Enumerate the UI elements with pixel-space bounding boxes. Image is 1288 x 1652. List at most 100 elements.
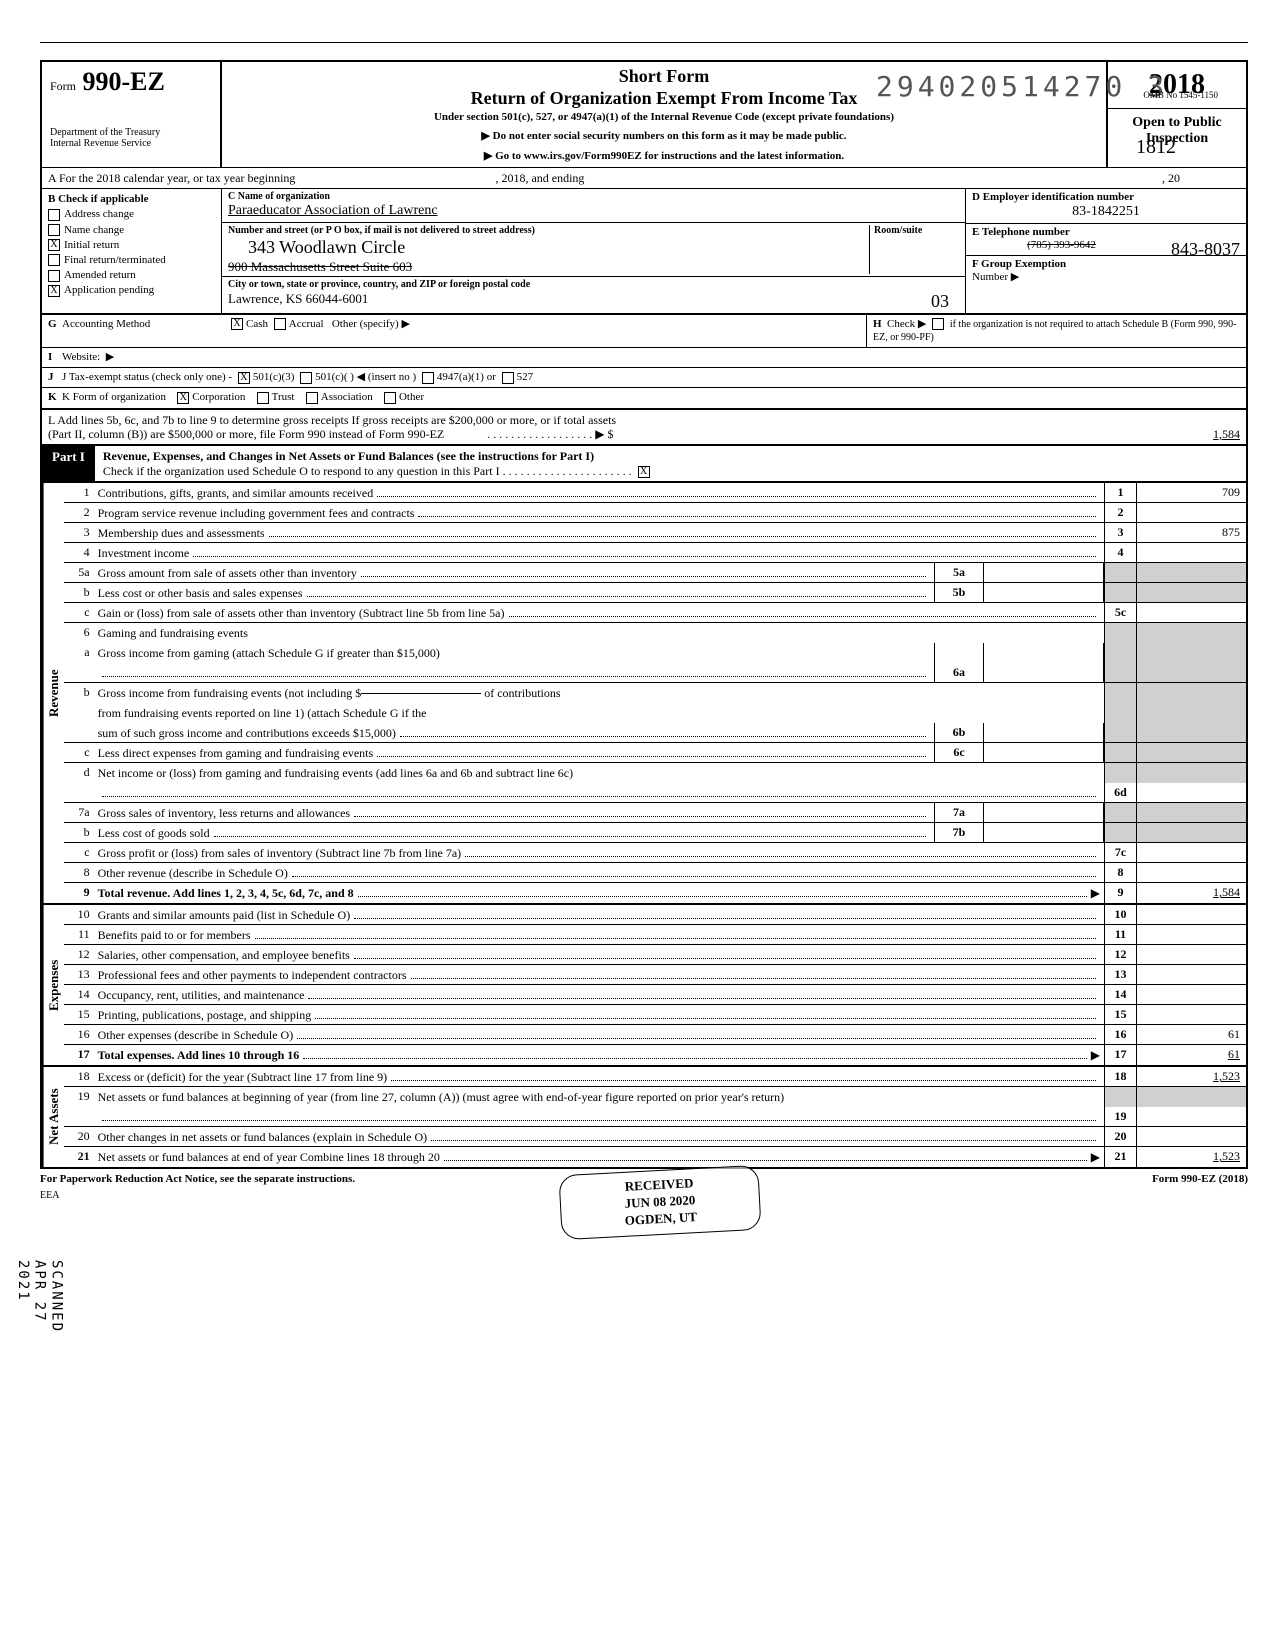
footer-left: For Paperwork Reduction Act Notice, see …	[40, 1173, 355, 1186]
title-return: Return of Organization Exempt From Incom…	[232, 88, 1096, 110]
received-stamp: RECEIVED JUN 08 2020 OGDEN, UT	[558, 1165, 761, 1240]
chk-association[interactable]	[306, 392, 318, 404]
col-c: C Name of organization Paraeducator Asso…	[222, 189, 966, 313]
revenue-section: Revenue 1Contributions, gifts, grants, a…	[40, 483, 1248, 905]
footer-right: Form 990-EZ (2018)	[1152, 1173, 1248, 1186]
header-grid: B Check if applicable Address change Nam…	[40, 189, 1248, 315]
val-4	[1136, 543, 1246, 562]
val-10	[1136, 905, 1246, 924]
e-phone-hand: 843-8037	[1171, 239, 1240, 261]
l-line1: L Add lines 5b, 6c, and 7b to line 9 to …	[48, 413, 1240, 427]
omb-number: OMB No 1545-1150	[1143, 90, 1218, 101]
chk-accrual[interactable]	[274, 318, 286, 330]
expenses-section: Expenses 10Grants and similar amounts pa…	[40, 905, 1248, 1067]
col-b-checks: B Check if applicable Address change Nam…	[42, 189, 222, 313]
chk-name-change[interactable]: Name change	[48, 224, 215, 237]
val-3: 875	[1136, 523, 1246, 542]
hand-1812: 1812	[1136, 135, 1176, 159]
cal-mid: , 2018, and ending	[495, 171, 584, 185]
val-18: 1,523	[1136, 1067, 1246, 1086]
room-suite-label: Room/suite	[874, 225, 959, 237]
val-21: 1,523	[1136, 1147, 1246, 1167]
addr-handwritten: 343 Woodlawn Circle	[248, 237, 405, 259]
b-header: B Check if applicable	[48, 193, 215, 206]
val-17: 61	[1136, 1045, 1246, 1065]
chk-initial-return[interactable]: XInitial return	[48, 239, 215, 252]
chk-trust[interactable]	[257, 392, 269, 404]
val-9: 1,584	[1136, 883, 1246, 903]
c-addr-label: Number and street (or P O box, if mail i…	[228, 225, 869, 237]
chk-address-change[interactable]: Address change	[48, 208, 215, 221]
arrow-ssn: ▶ Do not enter social security numbers o…	[232, 130, 1096, 143]
chk-amended-return[interactable]: Amended return	[48, 269, 215, 282]
netassets-label: Net Assets	[42, 1067, 64, 1167]
header-row: Form 990-EZ Department of the Treasury I…	[40, 60, 1248, 167]
l-dots: . . . . . . . . . . . . . . . . . . ▶ $	[487, 427, 613, 441]
j-tax-exempt: JJ Tax-exempt status (check only one) - …	[42, 368, 1246, 387]
l-amount: 1,584	[1213, 427, 1240, 441]
l-line2: (Part II, column (B)) are $500,000 or mo…	[48, 427, 444, 441]
val-13	[1136, 965, 1246, 984]
part1-check-x[interactable]: X	[638, 466, 650, 478]
val-6d	[1136, 783, 1246, 802]
d-ein-label: D Employer identification number	[972, 191, 1240, 204]
expenses-label: Expenses	[42, 905, 64, 1065]
chk-schedule-b[interactable]	[932, 318, 944, 330]
netassets-section: Net Assets 18Excess or (deficit) for the…	[40, 1067, 1248, 1169]
form-page: 294020514270 3 OMB No 1545-1150 SCANNED …	[40, 60, 1248, 1202]
part1-title: Revenue, Expenses, and Changes in Net As…	[103, 449, 1238, 463]
chk-corporation[interactable]: X	[177, 392, 189, 404]
val-2	[1136, 503, 1246, 522]
chk-cash[interactable]: X	[231, 318, 243, 330]
val-19	[1136, 1107, 1246, 1126]
part1-badge: Part I	[42, 446, 95, 481]
top-rule	[40, 42, 1248, 43]
arrow-url: ▶ Go to www.irs.gov/Form990EZ for instru…	[232, 150, 1096, 163]
i-website: IWebsite: ▶	[42, 348, 222, 367]
open-to-public: Open to Public Inspection	[1108, 109, 1246, 155]
part1-header: Part I Revenue, Expenses, and Changes in…	[40, 446, 1248, 483]
subtitle: Under section 501(c), 527, or 4947(a)(1)…	[232, 111, 1096, 124]
k-form-org: KK Form of organization XCorporation Tru…	[42, 388, 1246, 407]
chk-application-pending[interactable]: XApplication pending	[48, 284, 215, 297]
c-name-label: C Name of organization	[228, 191, 959, 203]
chk-501c3[interactable]: X	[238, 372, 250, 384]
city-hand: 03	[931, 291, 949, 313]
g-options: XCash Accrual Other (specify) ▶	[222, 315, 866, 347]
revenue-label: Revenue	[42, 483, 64, 903]
chk-final-return[interactable]: Final return/terminated	[48, 254, 215, 267]
val-5c	[1136, 603, 1246, 622]
val-12	[1136, 945, 1246, 964]
val-16: 61	[1136, 1025, 1246, 1044]
form-prefix: Form	[50, 79, 76, 93]
dept-treasury: Department of the Treasury	[50, 127, 212, 138]
chk-4947[interactable]	[422, 372, 434, 384]
chk-other[interactable]	[384, 392, 396, 404]
e-phone-label: E Telephone number	[972, 226, 1240, 239]
form-number: 990-EZ	[83, 67, 165, 96]
i-website-val[interactable]	[222, 348, 866, 367]
f-group-label2: Number ▶	[972, 271, 1240, 284]
line-l: L Add lines 5b, 6c, and 7b to line 9 to …	[40, 410, 1248, 447]
cal-label: A For the 2018 calendar year, or tax yea…	[48, 171, 295, 185]
title-short-form: Short Form	[232, 66, 1096, 88]
addr-old: 900 Massachusetts Street Suite 603	[228, 259, 869, 275]
chk-527[interactable]	[502, 372, 514, 384]
chk-501c[interactable]	[300, 372, 312, 384]
part1-check-line: Check if the organization used Schedule …	[103, 464, 500, 478]
val-15	[1136, 1005, 1246, 1024]
col-de: D Employer identification number 83-1842…	[966, 189, 1246, 313]
val-20	[1136, 1127, 1246, 1146]
val-14	[1136, 985, 1246, 1004]
val-7c	[1136, 843, 1246, 862]
c-city-label: City or town, state or province, country…	[228, 279, 959, 291]
val-8	[1136, 863, 1246, 882]
city-state-zip: Lawrence, KS 66044-6001	[228, 291, 368, 306]
title-box: Short Form Return of Organization Exempt…	[222, 62, 1106, 167]
g-label: GG Accounting MethodAccounting Method	[42, 315, 222, 347]
cal-end: , 20	[1162, 171, 1180, 185]
info-rows: GG Accounting MethodAccounting Method XC…	[40, 315, 1248, 410]
org-name: Paraeducator Association of Lawrenc	[228, 203, 959, 220]
val-11	[1136, 925, 1246, 944]
val-1: 709	[1136, 483, 1246, 502]
